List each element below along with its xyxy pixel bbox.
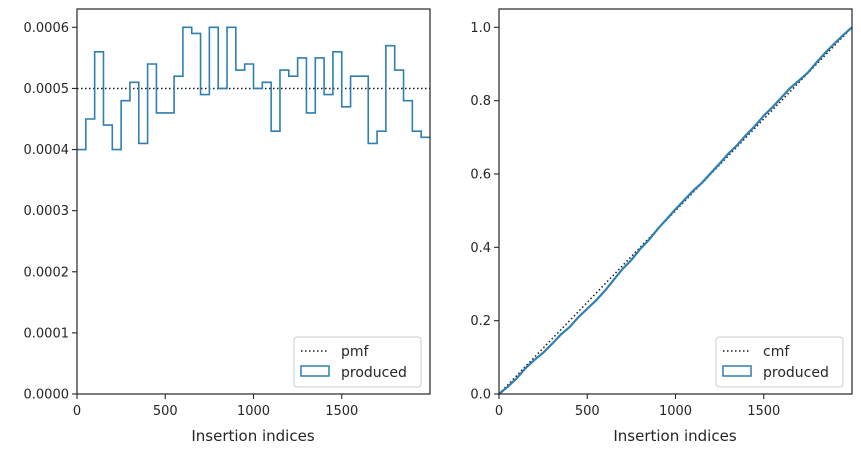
cmf-series-produced (498, 26, 853, 395)
cmf-y-tick-label: 0.0 (470, 388, 491, 403)
cmf-legend-swatch-produced (722, 365, 752, 377)
pmf-y-tick-label: 0.0005 (24, 82, 70, 97)
cmf-legend-label-produced: produced (763, 365, 829, 381)
pmf-legend-box (293, 336, 422, 388)
pmf-axes-frame (76, 8, 431, 395)
cmf-axes-frame (498, 8, 853, 395)
pmf-y-tick-label: 0.0003 (24, 204, 70, 219)
pmf-legend-swatch-produced (300, 365, 330, 377)
pmf-x-ticks: 0 500 1000 1500 (73, 394, 358, 419)
cmf-y-tick-label: 0.4 (470, 241, 491, 256)
pmf-x-tick-label: 500 (153, 404, 178, 419)
cmf-x-tick-label: 1000 (659, 404, 692, 419)
cmf-x-ticks: 0 500 1000 1500 (495, 394, 780, 419)
pmf-series-produced (77, 26, 430, 151)
cmf-panel: 0.0 0.2 0.4 0.6 0.8 1.0 0 500 1000 1500 Insertio… (470, 8, 853, 445)
cmf-y-tick-label: 0.2 (470, 314, 491, 329)
cmf-x-tick-label: 500 (575, 404, 600, 419)
pmf-marks (77, 26, 430, 151)
pmf-y-tick-label: 0.0002 (24, 265, 70, 280)
pmf-legend-label-pmf: pmf (341, 344, 370, 360)
pmf-x-tick-label: 1000 (237, 404, 270, 419)
pmf-y-tick-label: 0.0000 (24, 388, 70, 403)
pmf-legend: pmf produced (293, 336, 422, 388)
pmf-y-tick-label: 0.0004 (24, 143, 70, 158)
cmf-x-tick-label: 0 (495, 404, 503, 419)
pmf-x-tick-label: 1500 (325, 404, 358, 419)
pmf-legend-label-produced: produced (341, 365, 407, 381)
cmf-x-axis-label: Insertion indices (613, 427, 736, 445)
cmf-y-tick-label: 0.8 (470, 94, 491, 109)
pmf-y-tick-label: 0.0006 (24, 21, 70, 36)
pmf-y-tick-label: 0.0001 (24, 326, 70, 341)
cmf-y-tick-label: 0.6 (470, 168, 491, 183)
cmf-legend: cmf produced (715, 336, 844, 388)
cmf-y-ticks: 0.0 0.2 0.4 0.6 0.8 1.0 (470, 21, 499, 403)
pmf-x-tick-label: 0 (73, 404, 81, 419)
cmf-x-tick-label: 1500 (747, 404, 780, 419)
pmf-y-ticks: 0.0000 0.0001 0.0002 0.0003 0.0004 0.0005 0.00… (24, 21, 77, 403)
cmf-series-cmf (498, 26, 853, 395)
cmf-marks (498, 26, 853, 395)
pmf-x-axis-label: Insertion indices (191, 427, 314, 445)
pmf-panel: 0.0000 0.0001 0.0002 0.0003 0.0004 0.0005 0.00… (24, 8, 431, 445)
cmf-y-tick-label: 1.0 (470, 21, 491, 36)
cmf-legend-label-cmf: cmf (763, 344, 790, 360)
cmf-legend-box (715, 336, 844, 388)
